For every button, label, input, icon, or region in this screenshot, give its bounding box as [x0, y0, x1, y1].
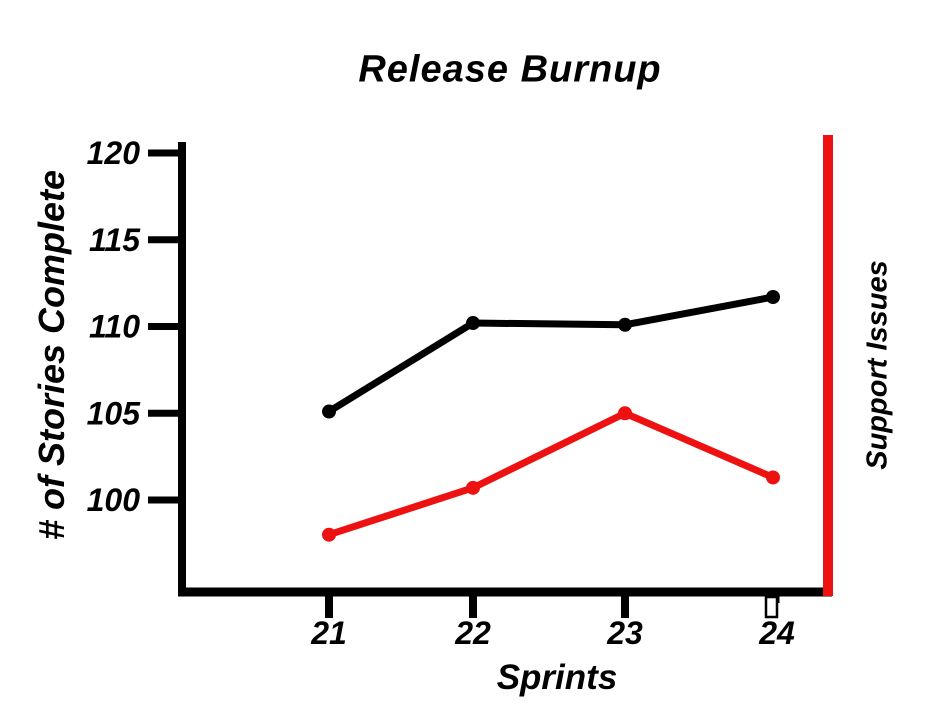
x-tick-label: 24: [758, 615, 795, 651]
stories-line: [325, 293, 777, 416]
x-tick-label: 22: [454, 615, 491, 651]
stories-point: [618, 317, 632, 332]
y-tick-label: 120: [87, 135, 141, 171]
x-tick-hollow: [764, 595, 779, 619]
y-tick-label: 110: [89, 309, 140, 345]
chart-title: Release Burnup: [358, 48, 662, 91]
y-tick-label: 105: [87, 395, 142, 431]
support-point: [466, 480, 480, 495]
y-tick-label: 115: [89, 222, 141, 258]
x-axis-title: Sprints: [496, 658, 618, 697]
support-point: [322, 527, 336, 542]
stories-point: [322, 404, 336, 419]
support-line: [325, 409, 777, 539]
stories-point: [766, 290, 780, 305]
y-tick-label: 100: [87, 482, 141, 518]
support-point: [766, 470, 780, 485]
x-tick-label: 23: [606, 615, 643, 651]
support-point: [618, 406, 632, 421]
x-tick-label: 21: [310, 615, 347, 651]
stories-point: [466, 316, 480, 331]
